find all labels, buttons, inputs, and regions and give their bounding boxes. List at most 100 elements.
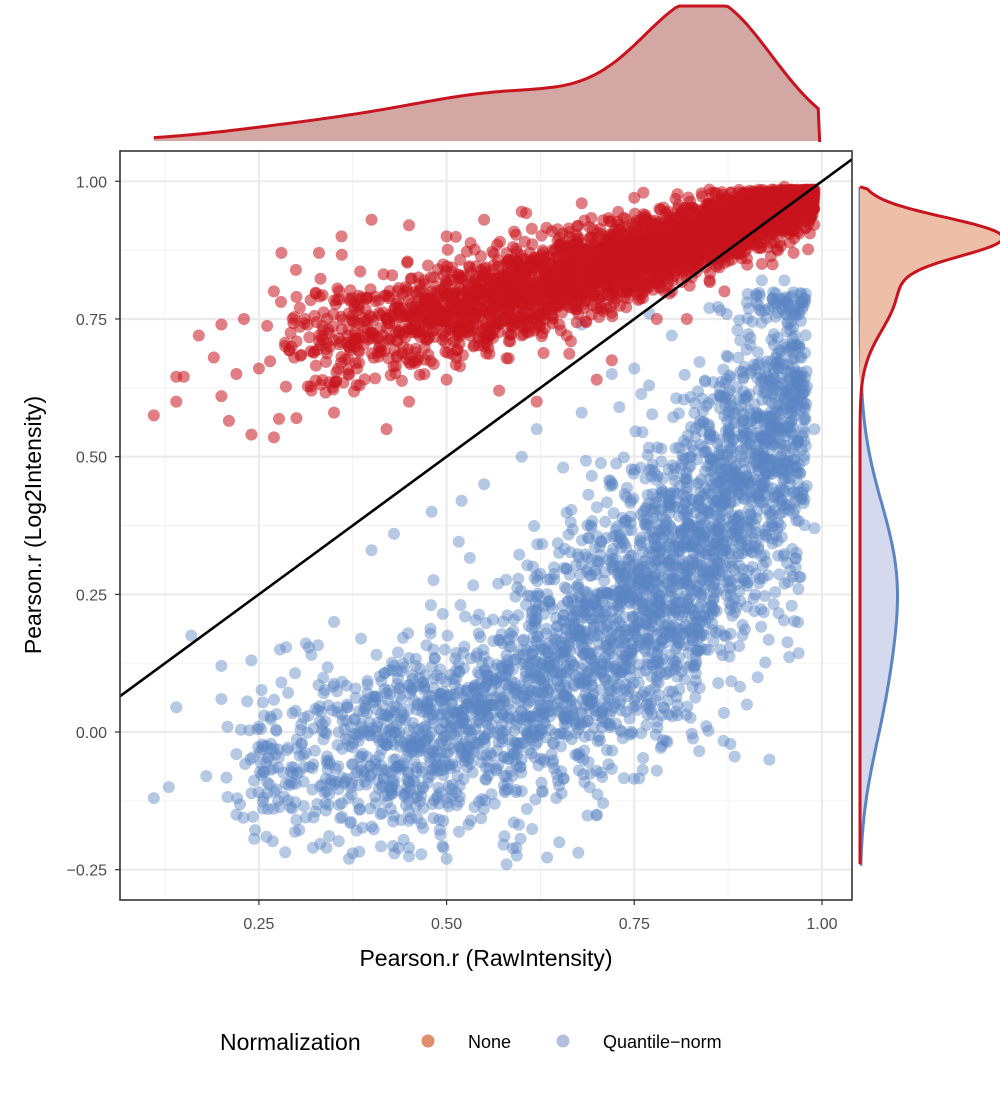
- quantile-norm-point: [464, 700, 477, 713]
- quantile-norm-point: [631, 608, 644, 620]
- quantile-norm-point: [720, 630, 732, 643]
- quantile-norm-point: [753, 286, 766, 299]
- quantile-norm-point: [703, 302, 716, 314]
- quantile-norm-point: [498, 786, 511, 799]
- quantile-norm-point: [698, 374, 711, 387]
- quantile-norm-point: [492, 577, 505, 590]
- quantile-norm-point: [260, 756, 272, 769]
- quantile-norm-point: [641, 489, 654, 501]
- quantile-norm-point: [689, 659, 702, 671]
- quantile-norm-point: [467, 579, 480, 592]
- quantile-norm-point: [634, 534, 647, 547]
- quantile-norm-point: [775, 462, 788, 475]
- quantile-norm-point: [319, 804, 332, 817]
- quantile-norm-point: [719, 463, 732, 476]
- quantile-norm-point: [221, 720, 234, 733]
- quantile-norm-point: [716, 547, 729, 560]
- quantile-norm-point: [714, 391, 727, 404]
- quantile-norm-point: [572, 764, 585, 777]
- quantile-norm-point: [534, 673, 547, 686]
- quantile-norm-point: [680, 708, 693, 721]
- quantile-norm-point: [360, 699, 373, 711]
- quantile-norm-point: [350, 824, 363, 837]
- quantile-norm-point: [381, 738, 394, 751]
- quantile-norm-point: [355, 721, 368, 734]
- quantile-norm-point: [523, 656, 536, 669]
- quantile-norm-point: [756, 559, 769, 572]
- quantile-norm-point: [695, 573, 708, 586]
- quantile-norm-point: [791, 436, 804, 449]
- right-density-quantile-fill: [860, 186, 898, 865]
- quantile-norm-point: [684, 459, 697, 472]
- quantile-norm-point: [683, 593, 696, 606]
- quantile-norm-point: [328, 778, 341, 791]
- quantile-norm-point: [771, 450, 784, 463]
- quantile-norm-point: [391, 784, 404, 797]
- quantile-norm-point: [297, 749, 310, 762]
- quantile-norm-point: [515, 450, 528, 463]
- quantile-norm-point: [646, 708, 659, 721]
- quantile-norm-point: [795, 492, 807, 505]
- quantile-norm-point: [558, 679, 571, 692]
- quantile-norm-point: [230, 748, 243, 761]
- quantile-norm-point: [388, 699, 401, 712]
- quantile-norm-point: [653, 606, 666, 619]
- quantile-norm-point: [456, 711, 469, 724]
- quantile-norm-point: [705, 599, 718, 612]
- quantile-norm-point: [613, 401, 626, 414]
- quantile-norm-point: [797, 482, 810, 495]
- quantile-norm-point: [619, 588, 632, 601]
- quantile-norm-point: [594, 707, 607, 720]
- quantile-norm-point: [702, 724, 715, 737]
- quantile-norm-point: [284, 801, 297, 814]
- quantile-norm-point: [638, 642, 651, 655]
- quantile-norm-point: [620, 491, 633, 504]
- quantile-norm-point: [506, 842, 519, 855]
- quantile-norm-point: [680, 562, 693, 574]
- quantile-norm-point: [657, 657, 669, 670]
- quantile-norm-point: [702, 544, 715, 557]
- quantile-norm-point: [350, 766, 363, 779]
- quantile-norm-point: [628, 362, 641, 375]
- quantile-norm-point: [435, 672, 447, 685]
- quantile-norm-point: [718, 497, 731, 510]
- quantile-norm-point: [748, 518, 761, 531]
- quantile-norm-point: [755, 603, 767, 616]
- quantile-norm-point: [299, 637, 312, 650]
- quantile-norm-point: [404, 733, 417, 746]
- quantile-norm-point: [615, 584, 628, 597]
- quantile-norm-point: [515, 705, 528, 718]
- quantile-norm-point: [307, 722, 320, 735]
- quantile-norm-point: [737, 492, 750, 505]
- quantile-norm-point: [555, 701, 568, 714]
- quantile-norm-point: [265, 743, 277, 756]
- quantile-norm-point: [583, 781, 596, 794]
- quantile-norm-point: [605, 561, 618, 573]
- quantile-norm-point: [668, 572, 681, 585]
- quantile-norm-point: [256, 696, 269, 709]
- quantile-norm-point: [511, 581, 524, 594]
- quantile-norm-point: [736, 366, 749, 379]
- quantile-norm-point: [702, 507, 715, 519]
- quantile-norm-point: [644, 581, 657, 594]
- quantile-norm-point: [353, 803, 366, 816]
- quantile-norm-point: [436, 607, 449, 620]
- quantile-norm-point: [588, 657, 601, 669]
- quantile-norm-point: [475, 657, 488, 669]
- quantile-norm-point: [672, 609, 685, 621]
- quantile-norm-point: [360, 778, 373, 791]
- quantile-norm-point: [753, 357, 766, 369]
- quantile-norm-point: [423, 747, 436, 760]
- quantile-norm-point: [355, 764, 368, 777]
- quantile-norm-point: [658, 632, 671, 645]
- quantile-norm-point: [626, 590, 639, 603]
- quantile-norm-point: [740, 533, 753, 546]
- quantile-norm-point: [635, 688, 648, 701]
- quantile-norm-point: [705, 569, 718, 582]
- quantile-norm-point: [531, 575, 544, 587]
- quantile-norm-point: [669, 633, 682, 646]
- quantile-norm-point: [720, 349, 733, 362]
- quantile-norm-point: [788, 370, 801, 383]
- quantile-norm-point: [387, 840, 399, 852]
- quantile-norm-point: [621, 690, 634, 703]
